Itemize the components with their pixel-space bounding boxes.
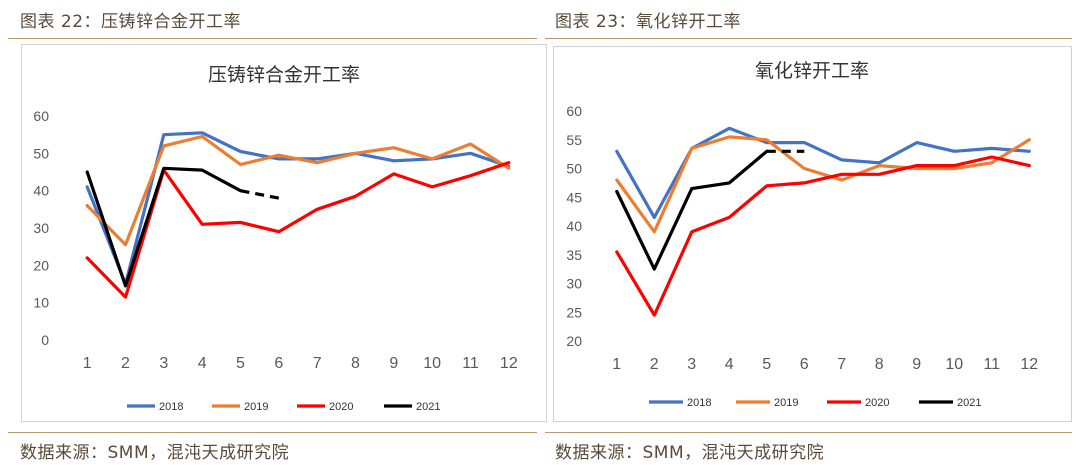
x-tick-label: 1 [83,355,92,372]
y-tick-label: 0 [41,332,49,348]
y-tick-label: 20 [566,333,582,349]
chart-title: 压铸锌合金开工率 [208,64,360,86]
x-tick-label: 5 [762,356,771,373]
legend-label-2018: 2018 [159,401,183,413]
y-tick-label: 30 [566,276,582,292]
y-tick-label: 60 [566,103,582,119]
x-tick-label: 5 [236,355,245,372]
x-tick-label: 12 [1020,356,1038,373]
x-tick-label: 11 [462,355,479,372]
x-tick-label: 12 [500,355,518,372]
x-tick-label: 8 [875,356,884,373]
figure-source-right: 数据来源：SMM，混沌天成研究院 [555,443,825,463]
x-tick-label: 7 [313,355,322,372]
series-line-2019 [85,134,511,247]
chart-panel-left: 压铸锌合金开工率 0 10 20 30 40 50 60 1 2 3 4 5 6 7 8 9 10 11 12 2018… [21,44,547,422]
legend-label-2019: 2019 [774,397,798,409]
y-tick-label: 40 [33,183,49,199]
legend-label-2018: 2018 [687,397,711,409]
y-tick-label: 30 [33,220,49,236]
x-tick-label: 4 [725,356,734,373]
x-tick-label: 8 [351,355,360,372]
x-tick-label: 6 [800,356,809,373]
legend-label-2020: 2020 [329,401,353,413]
y-tick-label: 25 [566,304,582,320]
legend-label-2021: 2021 [957,397,981,409]
figure-caption-right: 图表 23：氧化锌开工率 [555,12,742,32]
y-tick-label: 50 [566,161,582,177]
x-tick-label: 9 [912,356,921,373]
y-tick-label: 55 [566,132,582,148]
series-line-2020 [615,155,1031,317]
x-tick-label: 11 [983,356,1000,373]
caption-rule-left [8,38,537,39]
legend-label-2020: 2020 [865,397,889,409]
legend-label-2019: 2019 [244,401,268,413]
x-tick-label: 6 [274,355,283,372]
y-tick-label: 40 [566,218,582,234]
x-tick-label: 9 [389,355,398,372]
source-rule-right [545,432,1072,433]
x-tick-label: 7 [837,356,846,373]
y-tick-label: 35 [566,247,582,263]
y-tick-label: 20 [33,257,49,273]
chart-title: 氧化锌开工率 [755,60,869,82]
x-tick-label: 2 [650,356,659,373]
x-tick-label: 3 [159,355,168,372]
series-line-2021 [85,166,243,288]
legend-label-2021: 2021 [416,401,440,413]
x-tick-label: 2 [121,355,130,372]
x-tick-label: 1 [612,356,621,373]
y-tick-label: 60 [33,108,49,124]
y-tick-label: 10 [33,295,49,311]
x-tick-label: 3 [687,356,696,373]
y-tick-label: 45 [566,189,582,205]
chart-panel-right: 氧化锌开工率 20 25 30 35 40 45 50 55 60 1 2 3 4 5 6 7 8 9 10 11 12 2… [553,46,1072,422]
y-tick-label: 50 [33,145,49,161]
caption-rule-right [545,38,1072,39]
series-line-2021 [615,149,769,271]
figure-caption-left: 图表 22：压铸锌合金开工率 [20,12,242,32]
figure-source-left: 数据来源：SMM，混沌天成研究院 [20,443,290,463]
x-tick-label: 10 [423,355,441,372]
x-tick-label: 4 [198,355,207,372]
series-line-2021-dashed [240,189,280,200]
series-line-2019 [615,135,1031,234]
x-tick-label: 10 [945,356,963,373]
source-rule-left [8,432,537,433]
